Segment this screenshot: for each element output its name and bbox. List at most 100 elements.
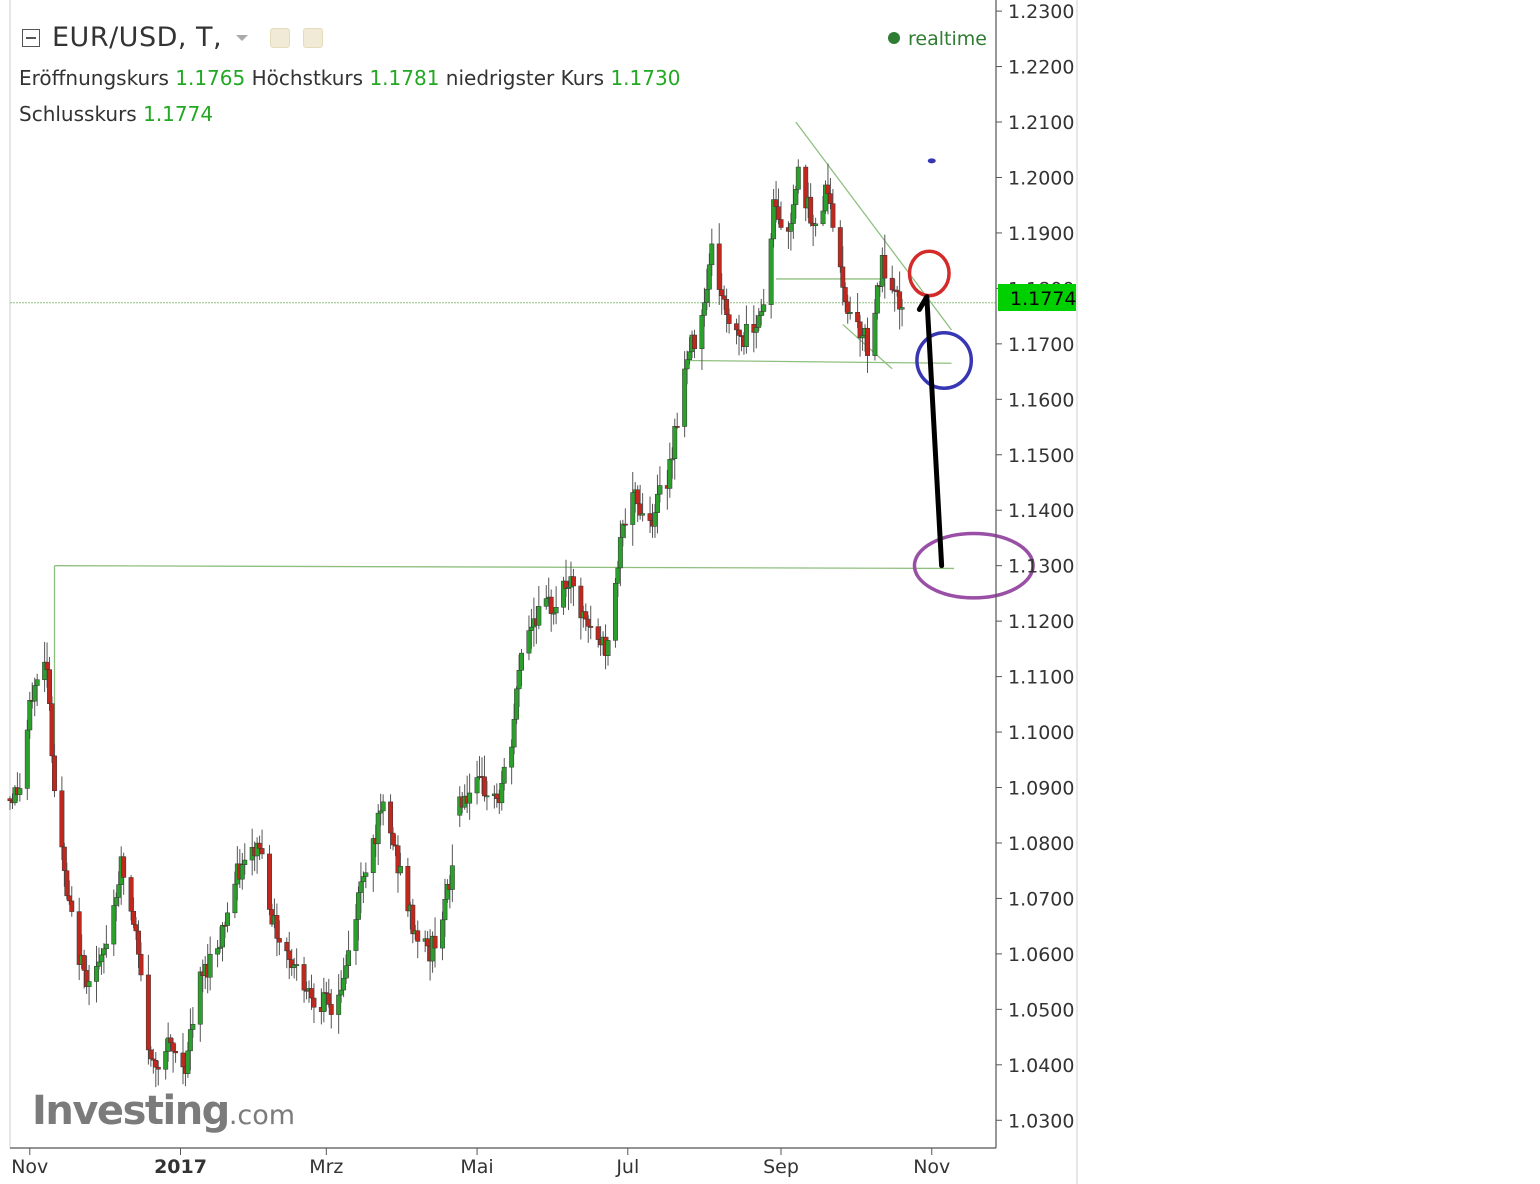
y-tick-label: 1.0400: [1008, 1055, 1074, 1077]
logo-brand: Investing: [32, 1088, 229, 1134]
candlestick: [494, 783, 500, 808]
y-tick-label: 1.0500: [1008, 999, 1074, 1021]
candlestick: [121, 852, 127, 895]
candle-body: [257, 842, 263, 849]
candlestick: [808, 183, 814, 227]
candle-body: [874, 285, 880, 314]
candle-body: [163, 1051, 169, 1070]
candle-body: [612, 583, 618, 641]
candle-body: [326, 993, 332, 1005]
candle-body: [101, 948, 107, 956]
candlestick: [267, 844, 272, 916]
y-tick-label: 1.2300: [1008, 1, 1074, 23]
candle-body: [605, 640, 611, 656]
candle-body: [516, 670, 522, 690]
candle-body: [684, 359, 690, 370]
trendline: [54, 565, 954, 570]
candle-body: [704, 288, 710, 303]
candle-body: [170, 1042, 176, 1052]
candlestick: [341, 957, 347, 998]
candle-body: [415, 930, 421, 942]
annotation-arrow: [916, 294, 945, 569]
candlestick: [467, 773, 473, 820]
candlestick: [442, 878, 448, 937]
candlestick: [511, 703, 517, 755]
candle-body: [813, 223, 819, 226]
indicator-icon[interactable]: [303, 28, 323, 48]
candle-body: [620, 523, 626, 538]
candlestick: [17, 773, 23, 802]
candle-body: [190, 1023, 196, 1030]
candle-body: [716, 243, 722, 290]
candle-body: [721, 295, 727, 300]
candle-body: [837, 227, 843, 268]
candlestick: [239, 852, 245, 890]
y-tick-label: 1.1200: [1008, 611, 1074, 633]
candle-body: [309, 988, 314, 999]
candlestick: [837, 220, 843, 273]
settings-icon[interactable]: [270, 28, 290, 48]
candle-body: [138, 954, 144, 976]
candle-body: [49, 703, 55, 757]
candle-body: [736, 329, 742, 336]
candlestick: [474, 760, 480, 805]
candlestick: [388, 794, 394, 849]
candlestick: [667, 442, 673, 498]
candlestick: [410, 898, 416, 944]
candle-body: [17, 788, 23, 795]
candle-body: [390, 832, 396, 846]
candlestick: [61, 843, 67, 887]
candle-body: [405, 866, 411, 912]
candlestick: [897, 271, 903, 330]
realtime-indicator: realtime: [888, 28, 987, 50]
candlestick: [346, 930, 352, 978]
candlestick: [415, 920, 421, 959]
candle-body: [830, 203, 836, 228]
candle-body: [753, 327, 759, 333]
trendline: [687, 359, 952, 364]
candlestick: [301, 956, 307, 1003]
candlestick: [617, 520, 623, 587]
candlestick: [259, 829, 265, 859]
candle-body: [343, 965, 349, 979]
last-price-tag-background: [998, 284, 1076, 311]
candlestick: [622, 508, 628, 539]
symbol-title[interactable]: EUR/USD, T,: [52, 22, 223, 53]
candle-body: [96, 961, 102, 967]
candlestick: [311, 983, 317, 1024]
candlestick: [220, 922, 225, 962]
candle-body: [657, 485, 663, 495]
candlestick: [743, 305, 749, 354]
candlestick: [570, 568, 576, 607]
candle-body: [242, 859, 248, 865]
candle-body: [388, 801, 394, 834]
candlestick: [692, 329, 697, 359]
candlestick-series[interactable]: [7, 159, 905, 1088]
candlestick: [432, 917, 438, 968]
chart-menu-icon[interactable]: [22, 29, 40, 47]
candlestick: [155, 1060, 161, 1086]
candle-body: [410, 904, 416, 935]
investing-logo: Investing.com: [32, 1088, 295, 1134]
candle-body: [131, 911, 137, 925]
candle-body: [121, 856, 127, 878]
ohlc-line-1: Eröffnungskurs 1.1765 Höchstkurs 1.1781 …: [19, 66, 680, 90]
candlestick: [605, 637, 611, 666]
chevron-down-icon[interactable]: [236, 35, 248, 41]
candlestick: [585, 615, 591, 643]
candle-body: [499, 782, 505, 804]
candle-body: [59, 790, 65, 848]
candlestick: [34, 673, 40, 706]
candlestick: [857, 315, 863, 357]
logo-suffix: .com: [229, 1100, 295, 1131]
candle-body: [220, 924, 225, 948]
candlestick: [128, 874, 134, 921]
candle-body: [128, 877, 134, 912]
candlestick: [190, 1007, 196, 1038]
candle-body: [197, 971, 203, 1025]
candle-body: [346, 950, 352, 966]
candle-body: [682, 368, 688, 427]
candle-body: [207, 953, 213, 978]
candle-body: [484, 795, 490, 798]
candle-body: [449, 865, 455, 890]
